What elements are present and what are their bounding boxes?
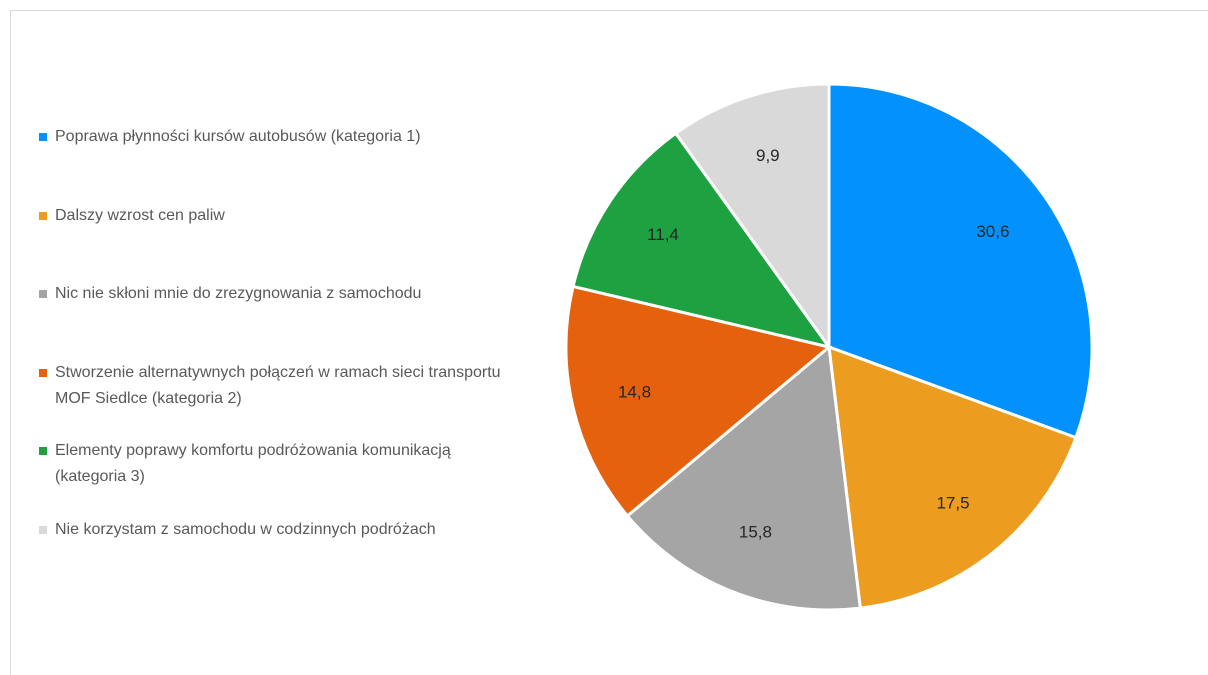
data-label: 30,6 <box>976 222 1009 241</box>
legend-label: Dalszy wzrost cen paliw <box>55 206 225 224</box>
legend-swatch <box>39 368 47 377</box>
legend-item: Nic nie skłoni mnie do zrezygnowania z s… <box>39 281 509 307</box>
pie-area: 30,6 17,5 15,8 14,8 11,4 9,9 <box>564 82 1094 612</box>
legend-swatch <box>39 290 47 298</box>
legend-item: Poprawa płynności kursów autobusów (kate… <box>39 124 509 150</box>
data-label: 17,5 <box>936 493 969 512</box>
data-label: 15,8 <box>739 522 772 541</box>
legend-label: Elementy poprawy komfortu podróżowania k… <box>55 442 451 485</box>
legend-item: Nie korzystam z samochodu w codzinnych p… <box>39 517 509 543</box>
pie-slice <box>673 82 831 352</box>
chart: 30,6 17,5 15,8 14,8 11,4 9,9 Poprawa płynnośc… <box>10 10 1208 675</box>
legend-item: Stworzenie alternatywnych połączeń w ram… <box>39 360 509 412</box>
pie-slice <box>564 284 833 519</box>
legend-item: Dalszy wzrost cen paliw <box>39 203 509 229</box>
pie-slice <box>625 344 862 612</box>
pie-slice <box>827 82 1094 440</box>
data-label: 9,9 <box>756 146 780 165</box>
legend-item: Elementy poprawy komfortu podróżowania k… <box>39 438 509 490</box>
legend-swatch <box>39 525 47 534</box>
legend-swatch <box>39 133 47 141</box>
pie-slice <box>571 131 833 350</box>
legend-swatch <box>39 211 47 220</box>
legend-label: Nie korzystam z samochodu w codzinnych p… <box>55 520 436 538</box>
legend-label: Poprawa płynności kursów autobusów (kate… <box>55 128 421 145</box>
legend-label: Nic nie skłoni mnie do zrezygnowania z s… <box>55 285 422 302</box>
legend-label: Stworzenie alternatywnych połączeń w ram… <box>55 363 501 407</box>
legend-swatch <box>39 447 47 455</box>
data-label: 11,4 <box>647 225 679 244</box>
data-label: 14,8 <box>618 383 651 402</box>
pie-slice <box>827 344 1078 610</box>
